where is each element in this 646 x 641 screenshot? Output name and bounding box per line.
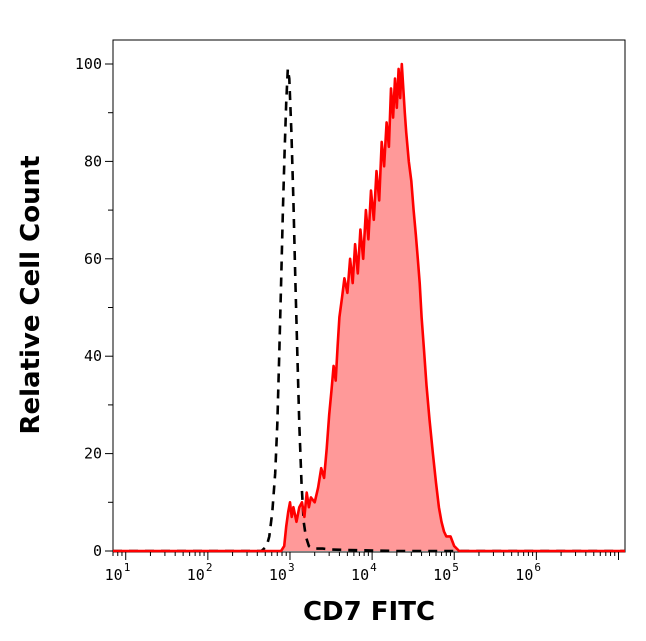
x-tick-label-base: 10 (105, 566, 123, 584)
y-tick-label: 100 (75, 55, 102, 73)
y-tick-label: 20 (84, 445, 102, 463)
x-tick-label-exponent: 5 (452, 561, 459, 574)
y-axis-title: Relative Cell Count (16, 155, 46, 434)
x-tick-label-base: 10 (269, 566, 287, 584)
series-1-area (113, 64, 625, 551)
plot-frame (112, 39, 626, 553)
y-tick-label: 0 (93, 542, 102, 560)
x-tick-label-exponent: 4 (370, 561, 377, 574)
x-tick-label-base: 10 (433, 566, 451, 584)
x-axis: 10 1 10 2 10 3 10 4 10 5 10 6 (105, 552, 619, 584)
x-tick-label-base: 10 (187, 566, 205, 584)
series-area-layer (113, 64, 625, 551)
x-tick-label-base: 10 (351, 566, 369, 584)
y-tick-label: 40 (84, 347, 102, 365)
y-axis: 0 20 40 60 80 100 (75, 55, 113, 560)
y-tick-label: 80 (84, 152, 102, 170)
series-line-layer (113, 62, 625, 553)
x-tick-label-exponent: 3 (288, 561, 295, 574)
x-tick-label-exponent: 1 (124, 561, 131, 574)
x-tick-label-exponent: 6 (534, 561, 541, 574)
x-axis-title: CD7 FITC (303, 597, 435, 627)
series-1-line (113, 62, 625, 553)
y-tick-label: 60 (84, 250, 102, 268)
x-tick-label-base: 10 (515, 566, 533, 584)
x-tick-label-exponent: 2 (206, 561, 213, 574)
